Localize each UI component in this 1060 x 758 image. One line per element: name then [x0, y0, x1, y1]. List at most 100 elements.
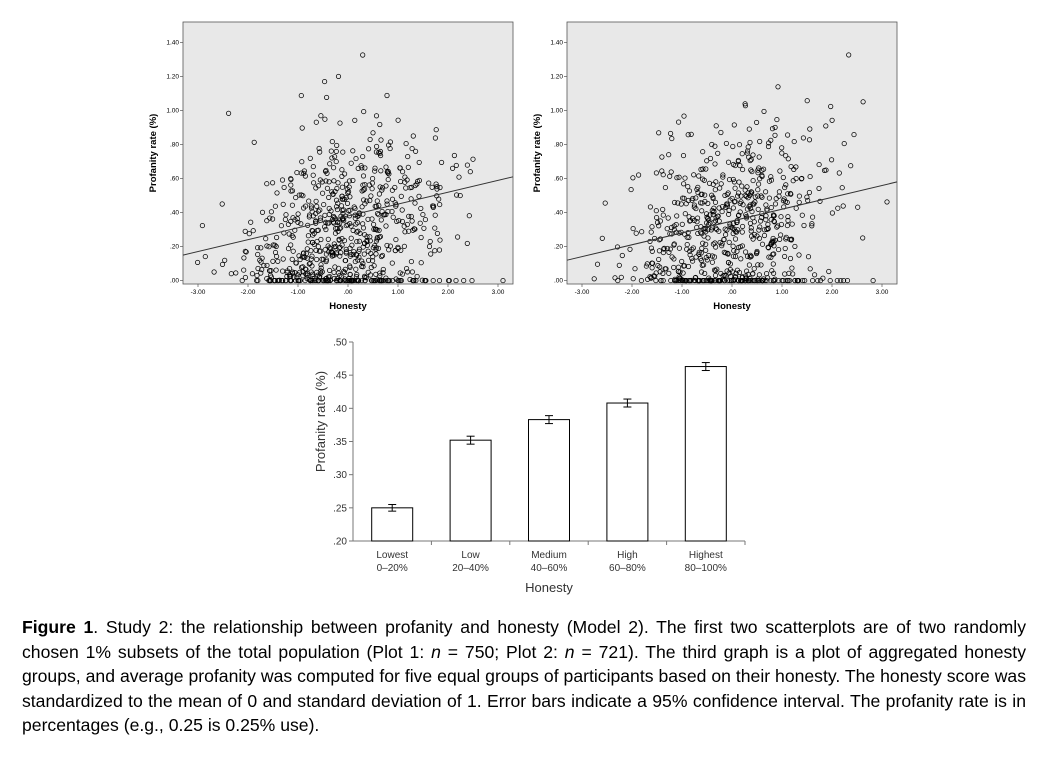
scatter-point — [665, 215, 671, 221]
scatter-point — [365, 248, 371, 254]
scatter-point — [688, 277, 694, 284]
scatter-point — [301, 170, 307, 176]
scatter-point — [342, 266, 348, 272]
scatter-point — [414, 181, 420, 187]
scatter-point — [685, 132, 691, 138]
scatter-point — [367, 198, 373, 204]
scatterplot-1: .00 .20 .40 .60 .80 1.00 1.20 1.40 -3.00 -2.00 -1.… — [148, 21, 514, 312]
scatter-point — [349, 242, 355, 248]
scatter-point — [756, 227, 762, 233]
scatter-point — [743, 273, 749, 279]
scatter-point — [264, 218, 270, 224]
scatter-point — [681, 195, 687, 201]
scatter-point — [313, 211, 319, 217]
scatter-point — [671, 241, 677, 247]
scatter-point — [325, 278, 331, 284]
scatter-point — [343, 258, 349, 264]
scatter-point — [352, 215, 358, 221]
scatter-point — [301, 205, 307, 211]
scatter-point — [775, 84, 781, 90]
scatter-point — [334, 250, 340, 256]
scatter-point — [322, 116, 328, 122]
scatter-point — [794, 278, 800, 284]
scatter-point — [385, 170, 391, 176]
scatter-point — [323, 226, 329, 233]
scatter-point — [430, 278, 436, 284]
scatterplot-2: .00 .20 .40 .60 .80 1.00 1.20 1.40 -3.00 -2.00 -1.… — [532, 21, 898, 312]
scatter-point — [656, 130, 662, 136]
scatter-point — [395, 117, 401, 123]
scatter-point — [454, 192, 460, 198]
scatter-point — [248, 219, 254, 225]
scatter-point — [356, 238, 362, 244]
scatter-point — [671, 264, 677, 271]
scatter-point — [306, 212, 313, 218]
scatter-point — [685, 263, 692, 270]
scatter-point — [768, 278, 774, 284]
scatter-point — [416, 177, 422, 184]
scatter-point — [281, 184, 287, 190]
scatter-point — [713, 179, 719, 185]
scatter-point — [735, 157, 741, 163]
scatter-point — [710, 241, 716, 247]
scatter-point — [437, 184, 443, 191]
scatter-point — [401, 223, 407, 229]
scatter-point — [421, 225, 427, 231]
scatter-point — [737, 200, 743, 206]
scatter-point — [703, 229, 709, 235]
scatter-point — [812, 272, 818, 278]
scatter-point — [304, 255, 310, 261]
scatter-point — [288, 242, 294, 248]
scatter-point — [745, 148, 751, 154]
scatter-point — [370, 130, 376, 136]
x-tick-label: -2.00 — [241, 289, 256, 296]
scatter-point — [453, 278, 459, 284]
scatter-point — [705, 200, 711, 206]
scatter-point — [288, 176, 294, 182]
scatter-point — [744, 253, 751, 259]
scatter-point — [630, 175, 636, 181]
scatter-point — [750, 178, 756, 184]
scatter-point — [784, 223, 790, 229]
scatter-point — [619, 252, 625, 259]
x-tick-label: -2.00 — [625, 289, 640, 296]
scatter-point — [319, 256, 325, 262]
scatter-point — [823, 167, 829, 173]
scatter-point — [408, 213, 414, 220]
scatter-point — [748, 225, 754, 231]
scatter-point — [273, 267, 279, 273]
scatter-point — [680, 153, 687, 159]
scatter-point — [418, 234, 424, 241]
scatter-point — [745, 195, 751, 201]
scatter-point — [744, 184, 750, 190]
scatter-point — [500, 278, 506, 284]
scatter-point — [662, 185, 668, 191]
scatter-point — [730, 253, 736, 259]
scatter-point — [222, 257, 228, 263]
scatter-point — [293, 195, 299, 201]
scatter-point — [780, 174, 786, 181]
scatter-point — [367, 234, 373, 240]
scatter-point — [314, 238, 320, 245]
scatter-point — [469, 278, 475, 284]
bar — [684, 366, 727, 542]
scatter-point — [360, 264, 366, 270]
scatter-point — [769, 268, 775, 274]
scatter-point — [376, 212, 382, 218]
scatter-point — [436, 278, 443, 284]
scatter-point — [855, 204, 861, 210]
scatter-point — [711, 205, 717, 211]
scatter-point — [409, 146, 415, 152]
scatter-point — [750, 271, 756, 277]
scatter-point — [352, 259, 358, 265]
scatter-point — [761, 166, 767, 172]
scatter-point — [376, 150, 382, 156]
scatter-point — [755, 170, 761, 176]
scatter-point — [667, 173, 673, 179]
scatter-point — [361, 197, 367, 203]
scatter-point — [353, 252, 359, 258]
scatter-point — [787, 255, 794, 262]
scatter-point — [771, 243, 777, 249]
scatter-point — [638, 278, 644, 284]
scatter-point — [343, 249, 349, 255]
